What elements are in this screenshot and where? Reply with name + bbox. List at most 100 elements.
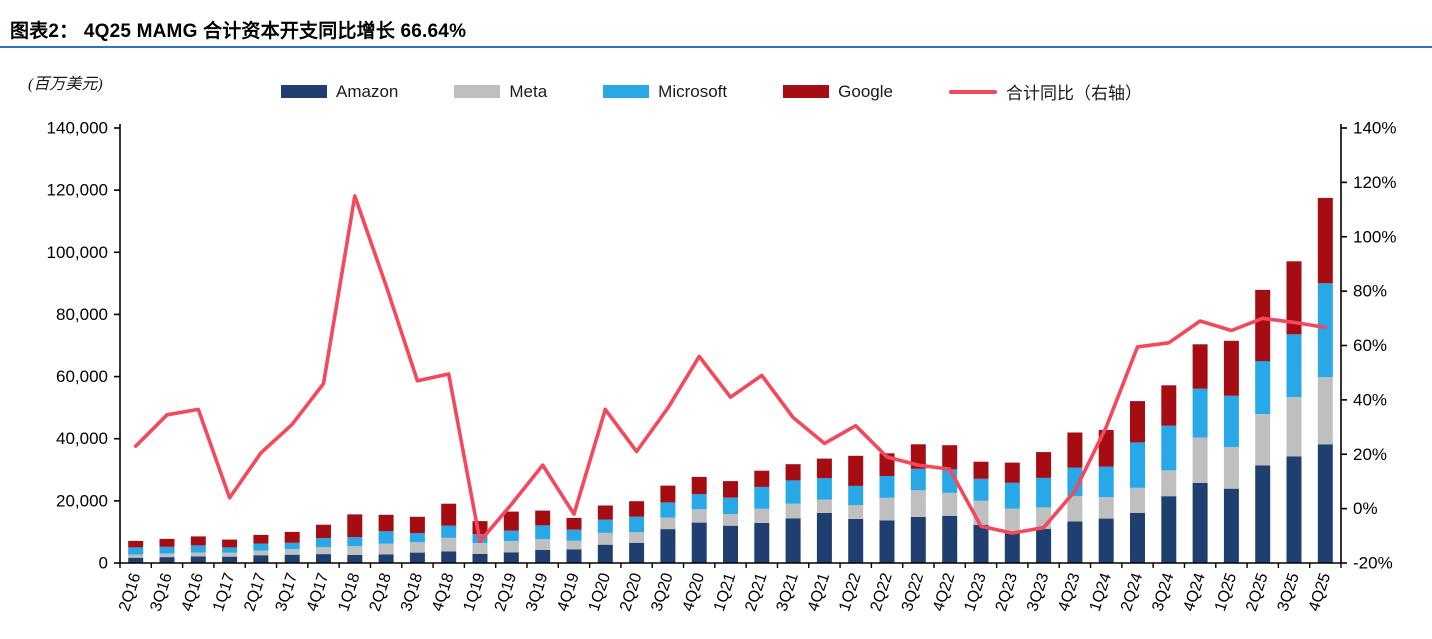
x-axis-category-label: 2Q23	[993, 571, 1021, 614]
bar-segment-meta	[347, 546, 363, 555]
bar-segment-amazon	[503, 552, 519, 563]
bar-segment-meta	[1098, 497, 1114, 519]
bar-segment-meta	[378, 543, 394, 555]
bar-segment-microsoft	[503, 530, 519, 542]
bar-segment-microsoft	[316, 538, 331, 548]
bar-segment-microsoft	[629, 516, 645, 533]
bar-segment-microsoft	[910, 468, 926, 491]
bar-segment-amazon	[629, 542, 645, 563]
bar-segment-microsoft	[1192, 388, 1208, 438]
bar-stack-4Q18	[441, 503, 457, 563]
bar-stack-1Q24	[1098, 430, 1114, 563]
bar-segment-google	[1161, 385, 1177, 426]
bar-segment-microsoft	[785, 480, 801, 504]
x-axis-category-label: 2Q21	[742, 571, 770, 614]
bar-stack-2Q17	[253, 534, 269, 563]
legend-item-microsoft: Microsoft	[603, 82, 727, 102]
bar-segment-microsoft	[660, 502, 676, 518]
bar-segment-microsoft	[723, 497, 738, 514]
bar-segment-meta	[723, 513, 738, 526]
x-axis-category-label: 4Q17	[304, 571, 332, 614]
bar-segment-amazon	[910, 517, 926, 563]
bar-stack-4Q20	[691, 476, 707, 563]
bar-segment-meta	[1130, 487, 1145, 513]
bar-segment-google	[378, 514, 394, 532]
bar-segment-google	[660, 485, 676, 503]
bar-stack-1Q25	[1223, 340, 1239, 563]
bar-stack-2Q16	[128, 540, 144, 563]
x-axis-category-label: 3Q24	[1149, 571, 1177, 614]
x-axis-category-label: 3Q21	[774, 571, 802, 614]
bar-segment-meta	[441, 537, 457, 552]
bar-segment-microsoft	[190, 545, 206, 553]
bar-segment-amazon	[754, 522, 770, 563]
bar-segment-microsoft	[535, 525, 551, 540]
bar-segment-meta	[1286, 397, 1302, 457]
bar-segment-meta	[1004, 508, 1020, 534]
legend-label: Google	[838, 81, 893, 101]
bar-segment-google	[347, 514, 363, 538]
x-axis-category-label: 4Q20	[680, 571, 708, 614]
bar-segment-google	[1036, 452, 1052, 478]
bar-segment-meta	[1317, 377, 1333, 445]
bar-segment-amazon	[159, 557, 175, 563]
bar-segment-microsoft	[347, 537, 363, 547]
bar-segment-amazon	[316, 554, 331, 563]
bar-segment-meta	[222, 552, 238, 557]
bar-segment-amazon	[785, 518, 801, 563]
bar-segment-amazon	[973, 524, 989, 563]
bar-stack-3Q19	[535, 510, 551, 563]
x-axis-category-label: 2Q22	[868, 571, 896, 614]
x-axis-category-label: 2Q16	[116, 571, 144, 614]
bar-segment-microsoft	[848, 485, 864, 506]
bar-segment-meta	[879, 497, 895, 521]
bar-segment-google	[691, 476, 707, 494]
bar-segment-microsoft	[816, 478, 832, 500]
bar-segment-microsoft	[441, 525, 457, 538]
bar-segment-google	[848, 455, 864, 486]
x-axis-category-label: 3Q19	[523, 571, 551, 614]
bar-segment-amazon	[1098, 518, 1114, 563]
right-axis-tick-label: 0%	[1353, 499, 1378, 518]
bar-segment-microsoft	[1004, 482, 1020, 509]
bar-stack-1Q18	[347, 514, 363, 563]
bar-stack-3Q24	[1161, 385, 1177, 563]
left-axis-tick-label: 60,000	[56, 367, 108, 386]
bar-segment-amazon	[879, 520, 895, 563]
bar-segment-amazon	[347, 555, 363, 563]
bar-stack-4Q17	[316, 524, 331, 563]
bar-segment-meta	[409, 542, 425, 553]
bar-stack-2Q22	[879, 453, 895, 563]
left-axis-tick-label: 120,000	[47, 181, 108, 200]
bar-stack-1Q21	[723, 481, 738, 563]
bar-segment-amazon	[1255, 465, 1271, 563]
bar-segment-meta	[1161, 470, 1177, 497]
legend-label: 合计同比（右轴）	[1005, 84, 1142, 103]
right-axis-tick-label: 40%	[1353, 390, 1387, 409]
bar-segment-amazon	[409, 552, 425, 563]
bar-segment-amazon	[848, 518, 864, 563]
bar-stack-4Q19	[566, 517, 582, 563]
bar-segment-amazon	[1192, 482, 1208, 563]
x-axis-category-label: 1Q21	[711, 571, 739, 614]
bar-stack-3Q20	[660, 485, 676, 563]
legend-item-google: Google	[783, 82, 893, 102]
bar-segment-microsoft	[159, 546, 175, 554]
bar-segment-meta	[816, 499, 832, 513]
bar-segment-microsoft	[566, 529, 582, 541]
bar-segment-microsoft	[284, 542, 300, 550]
bar-stack-1Q17	[222, 539, 238, 563]
x-axis-category-label: 3Q25	[1275, 571, 1303, 614]
bar-segment-google	[942, 445, 958, 470]
bar-segment-amazon	[1067, 521, 1083, 563]
bar-segment-google	[535, 510, 551, 526]
bar-segment-amazon	[535, 550, 551, 563]
bar-segment-amazon	[1130, 513, 1145, 563]
x-axis-category-label: 1Q17	[210, 571, 238, 614]
bar-segment-google	[816, 458, 832, 479]
x-axis-category-label: 1Q25	[1212, 571, 1240, 614]
bar-stack-3Q23	[1036, 452, 1052, 563]
bar-segment-amazon	[1286, 456, 1302, 563]
legend-item-amazon: Amazon	[281, 82, 398, 102]
